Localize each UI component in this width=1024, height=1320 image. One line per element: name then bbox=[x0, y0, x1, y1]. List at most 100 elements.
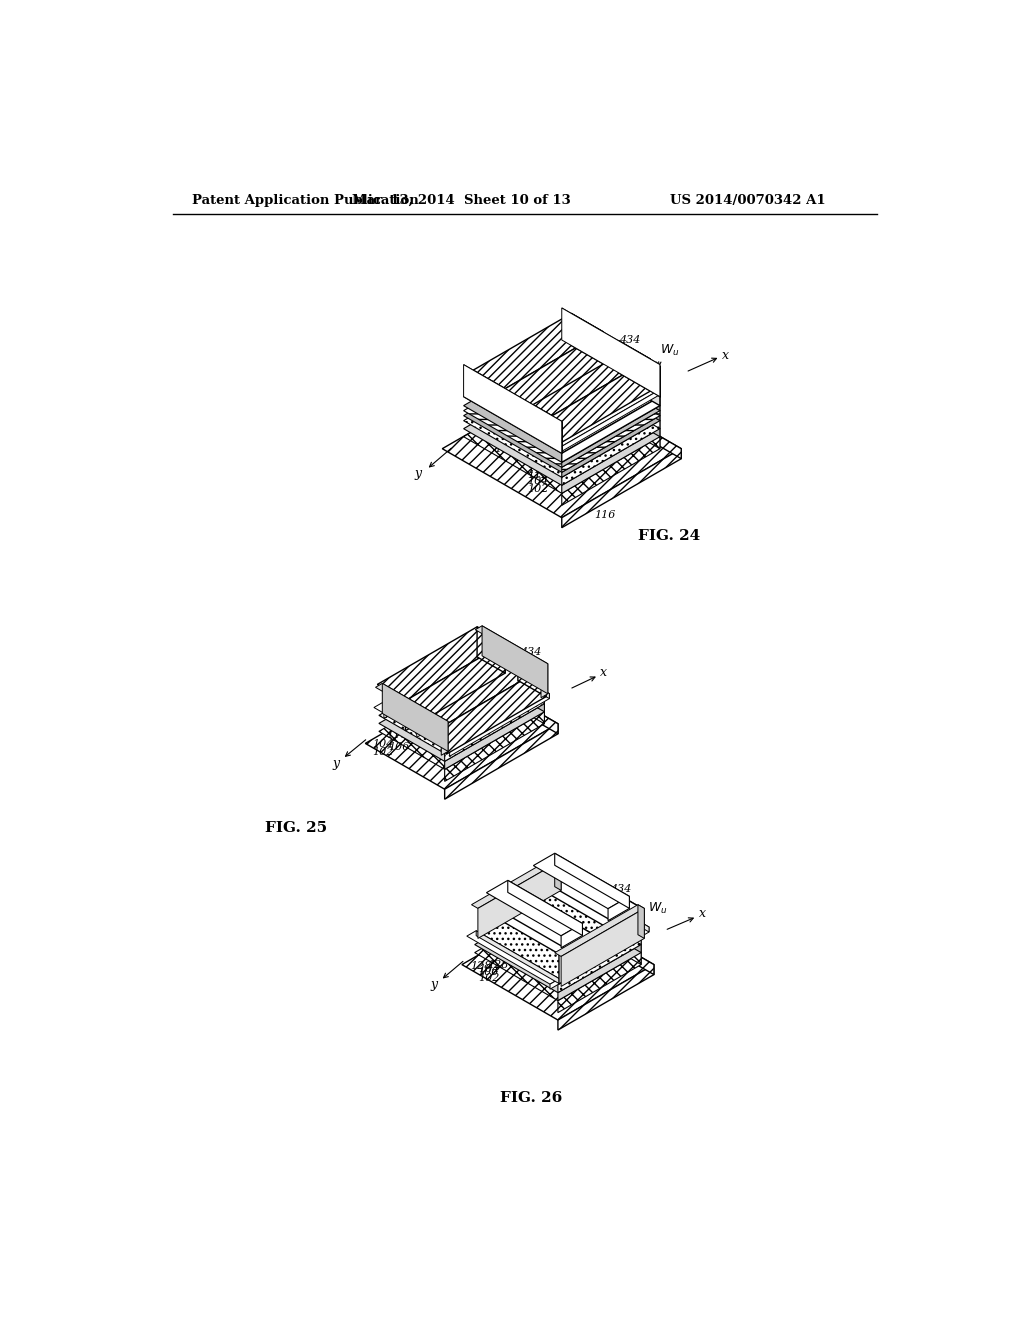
Text: 434: 434 bbox=[609, 900, 631, 911]
Text: Patent Application Publication: Patent Application Publication bbox=[193, 194, 419, 207]
Polygon shape bbox=[439, 688, 550, 751]
Text: 118: 118 bbox=[527, 459, 549, 470]
Text: FIG. 24: FIG. 24 bbox=[638, 529, 700, 543]
Text: 438: 438 bbox=[404, 722, 426, 731]
Text: 136: 136 bbox=[401, 719, 423, 730]
Text: 434: 434 bbox=[618, 358, 640, 368]
Text: 120: 120 bbox=[527, 453, 549, 463]
Polygon shape bbox=[505, 331, 603, 421]
Polygon shape bbox=[444, 704, 545, 770]
Polygon shape bbox=[444, 711, 545, 781]
Polygon shape bbox=[366, 678, 558, 789]
Polygon shape bbox=[559, 935, 593, 983]
Polygon shape bbox=[521, 904, 604, 958]
Polygon shape bbox=[563, 337, 572, 346]
Polygon shape bbox=[561, 908, 644, 986]
Polygon shape bbox=[541, 664, 548, 698]
Polygon shape bbox=[377, 627, 505, 701]
Polygon shape bbox=[464, 372, 659, 486]
Polygon shape bbox=[555, 853, 630, 908]
Text: 106: 106 bbox=[386, 711, 408, 722]
Text: $L_L$: $L_L$ bbox=[547, 923, 559, 936]
Text: 102: 102 bbox=[478, 973, 500, 982]
Polygon shape bbox=[562, 308, 659, 396]
Polygon shape bbox=[379, 673, 545, 770]
Text: 116: 116 bbox=[387, 730, 408, 739]
Text: y: y bbox=[430, 978, 437, 991]
Polygon shape bbox=[382, 684, 449, 751]
Polygon shape bbox=[558, 888, 641, 945]
Polygon shape bbox=[551, 385, 658, 447]
Polygon shape bbox=[562, 396, 659, 462]
Polygon shape bbox=[520, 341, 650, 416]
Polygon shape bbox=[558, 945, 641, 1001]
Text: 440: 440 bbox=[392, 726, 414, 737]
Text: 110: 110 bbox=[527, 465, 549, 475]
Polygon shape bbox=[562, 372, 659, 437]
Text: x: x bbox=[699, 907, 707, 920]
Text: 114: 114 bbox=[524, 669, 546, 680]
Polygon shape bbox=[450, 693, 550, 756]
Text: 108: 108 bbox=[612, 915, 633, 924]
Polygon shape bbox=[561, 924, 583, 948]
Polygon shape bbox=[478, 673, 545, 723]
Polygon shape bbox=[562, 364, 659, 429]
Polygon shape bbox=[476, 931, 559, 983]
Polygon shape bbox=[618, 341, 650, 391]
Text: 136: 136 bbox=[490, 676, 512, 685]
Polygon shape bbox=[638, 904, 644, 939]
Polygon shape bbox=[474, 649, 483, 661]
Text: FIG. 26: FIG. 26 bbox=[500, 1090, 562, 1105]
Polygon shape bbox=[606, 360, 615, 371]
Polygon shape bbox=[550, 978, 559, 989]
Polygon shape bbox=[478, 657, 545, 704]
Polygon shape bbox=[475, 342, 572, 403]
Polygon shape bbox=[507, 669, 516, 680]
Text: 104: 104 bbox=[373, 739, 393, 750]
Text: 108: 108 bbox=[524, 678, 546, 689]
Text: 116: 116 bbox=[595, 510, 615, 520]
Polygon shape bbox=[566, 879, 649, 932]
Polygon shape bbox=[464, 341, 659, 453]
Polygon shape bbox=[562, 354, 659, 416]
Text: 102: 102 bbox=[373, 747, 393, 758]
Text: 108: 108 bbox=[565, 371, 587, 381]
Polygon shape bbox=[552, 359, 650, 447]
Polygon shape bbox=[441, 721, 449, 755]
Text: 434: 434 bbox=[520, 667, 542, 677]
Text: 104: 104 bbox=[527, 477, 549, 486]
Polygon shape bbox=[475, 896, 641, 993]
Text: x: x bbox=[600, 665, 607, 678]
Polygon shape bbox=[571, 313, 603, 364]
Polygon shape bbox=[464, 354, 659, 467]
Polygon shape bbox=[512, 904, 604, 958]
Text: 128': 128' bbox=[509, 933, 532, 942]
Polygon shape bbox=[462, 909, 654, 1020]
Text: 106: 106 bbox=[476, 937, 498, 948]
Text: 128': 128' bbox=[487, 960, 512, 970]
Polygon shape bbox=[374, 649, 483, 713]
Text: Mar. 13, 2014  Sheet 10 of 13: Mar. 13, 2014 Sheet 10 of 13 bbox=[352, 194, 571, 207]
Polygon shape bbox=[464, 364, 659, 478]
Polygon shape bbox=[418, 651, 546, 725]
Polygon shape bbox=[384, 656, 483, 718]
Text: 434: 434 bbox=[625, 368, 646, 378]
Polygon shape bbox=[464, 364, 562, 453]
Text: 114: 114 bbox=[565, 355, 587, 366]
Text: y: y bbox=[333, 756, 340, 770]
Polygon shape bbox=[464, 364, 562, 421]
Text: 136: 136 bbox=[542, 434, 563, 445]
Polygon shape bbox=[444, 696, 545, 762]
Polygon shape bbox=[478, 678, 558, 734]
Polygon shape bbox=[406, 643, 505, 731]
Text: 106: 106 bbox=[388, 742, 410, 751]
Polygon shape bbox=[464, 359, 659, 473]
Polygon shape bbox=[560, 391, 658, 453]
Text: 106: 106 bbox=[495, 444, 516, 454]
Polygon shape bbox=[562, 359, 659, 421]
Text: y: y bbox=[415, 467, 422, 480]
Polygon shape bbox=[562, 416, 659, 478]
Polygon shape bbox=[522, 859, 640, 927]
Polygon shape bbox=[478, 665, 545, 711]
Polygon shape bbox=[555, 857, 561, 891]
